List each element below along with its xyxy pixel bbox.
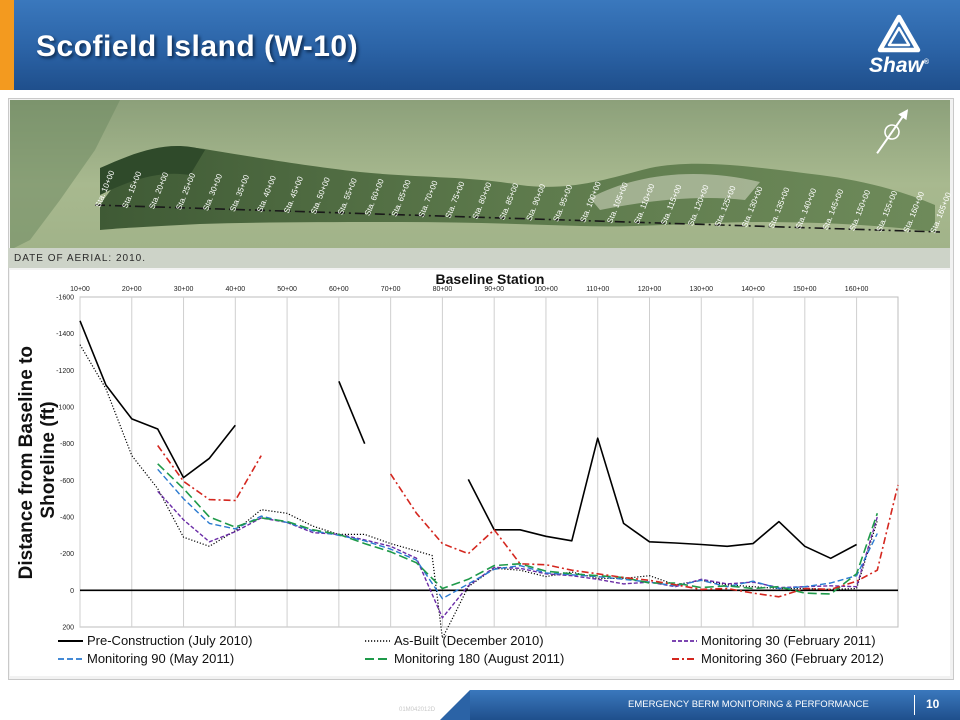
shaw-triangle-icon [877,14,921,53]
y-tick-label: -800 [60,441,74,448]
x-axis-title: Baseline Station [436,271,545,287]
x-tick-label: 20+00 [122,286,142,293]
footer-separator [914,695,915,715]
x-tick-label: 40+00 [225,286,245,293]
y-tick-label: 200 [62,625,74,632]
y-axis-title-line-2: Shoreline (ft) [38,401,59,518]
aerial-island [100,147,935,232]
y-tick-labels: -1600 -1400 -1200 -1000 -800 -600 -400 -200 0 200 [56,295,74,632]
x-tick-label: 150+00 [793,286,817,293]
series-line-1 [338,380,366,445]
series-line-6 [389,473,899,598]
aerial-left-marsh [10,100,120,250]
x-tick-label: 120+00 [638,286,662,293]
header-accent-stripe [0,0,14,90]
x-tick-label: 160+00 [845,286,869,293]
aerial-date-label: DATE OF AERIAL: 2010. [14,253,146,264]
series-line-1 [467,437,857,560]
shaw-logo-text: Shaw® [868,54,930,77]
x-tick-label: 50+00 [277,286,297,293]
y-tick-label: -1000 [56,405,74,412]
y-axis-title-line-1: Distance from Baseline to [16,346,37,579]
x-tick-label: 80+00 [433,286,453,293]
page-number: 10 [926,697,940,711]
y-tick-label: 0 [70,588,74,595]
legend: Pre-Construction (July 2010) As-Built (De… [58,633,884,666]
legend-label: Monitoring 30 (February 2011) [701,633,876,648]
legend-label: Monitoring 90 (May 2011) [87,651,234,666]
y-tick-label: -600 [60,478,74,485]
x-tick-labels: 10+00 20+00 30+00 40+00 50+00 60+00 70+00 80+00… [70,286,868,293]
y-tick-label: -1600 [56,295,74,302]
x-tick-label: 10+00 [70,286,90,293]
x-tick-label: 60+00 [329,286,349,293]
x-tick-label: 130+00 [689,286,713,293]
series-line-6 [157,445,262,502]
x-tick-label: 100+00 [534,286,558,293]
legend-label: As-Built (December 2010) [394,633,544,648]
x-tick-label: 90+00 [484,286,504,293]
y-tick-label: -1400 [56,331,74,338]
y-axis-title: Distance from Baseline to Shoreline (ft) [16,341,59,580]
slide-title: Scofield Island (W-10) [36,30,359,63]
series-line-5 [157,463,879,595]
header-bar [0,0,960,90]
aerial-dark-marsh [100,146,205,195]
series-line-2 [79,344,878,639]
legend-label: Pre-Construction (July 2010) [87,633,252,648]
x-tick-label: 140+00 [741,286,765,293]
y-tick-label: -400 [60,515,74,522]
x-tick-label: 70+00 [381,286,401,293]
series-line-1 [79,320,236,479]
x-tick-label: 110+00 [586,286,609,293]
shaw-logo: Shaw® [856,14,942,80]
aerial-baseline [94,204,941,233]
footer-slant [440,690,470,720]
footer-title: EMERGENCY BERM MONITORING & PERFORMANCE [628,699,869,710]
document-code: 01M042012D [399,707,436,713]
y-tick-label: -1200 [56,368,74,375]
footer-bar [470,690,960,720]
aerial-photo: Sta. 10+00 Sta. 15+00 Sta. 20+00 Sta. 25+00… [8,100,953,268]
aerial-caption-strip [8,248,950,268]
series-lines [79,320,899,639]
gridlines [79,297,858,627]
chart-background [10,270,950,676]
x-tick-label: 30+00 [174,286,194,293]
north-arrow-icon [876,109,909,154]
legend-label: Monitoring 180 (August 2011) [394,651,564,666]
legend-label: Monitoring 360 (February 2012) [701,651,884,666]
y-tick-label: -200 [60,551,74,558]
aerial-sand-patches [590,174,760,210]
